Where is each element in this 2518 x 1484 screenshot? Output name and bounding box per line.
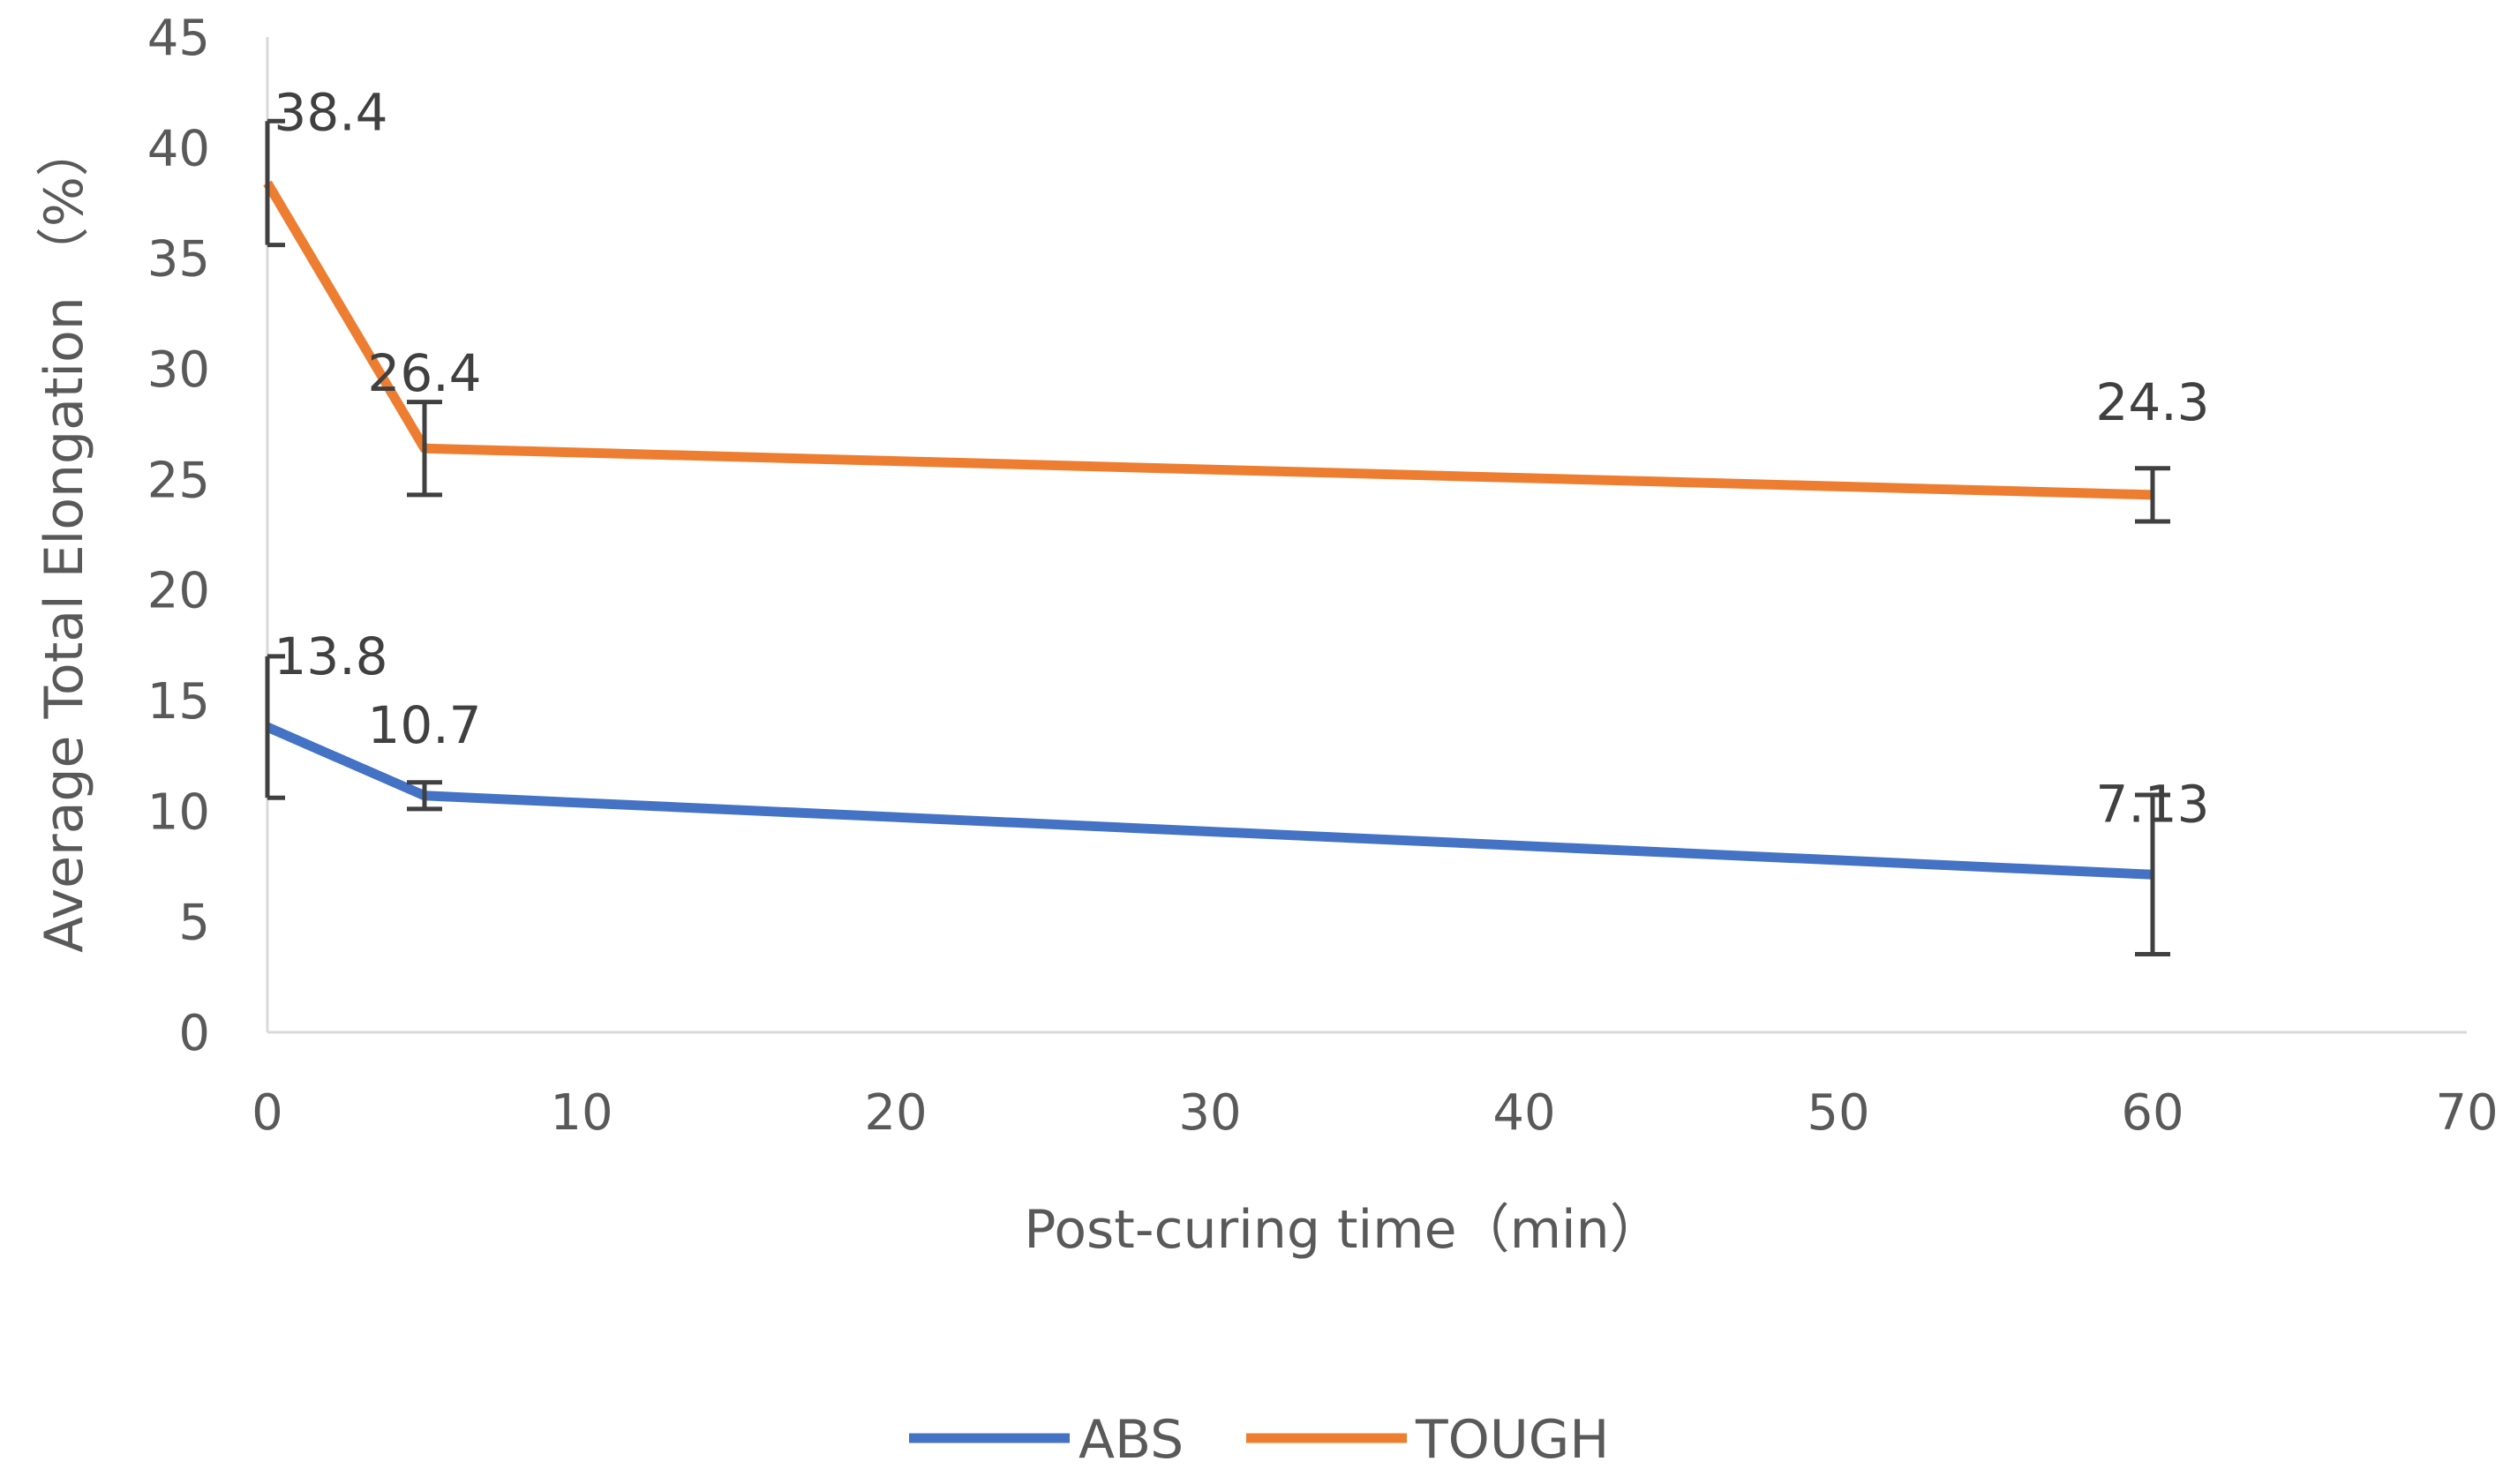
x-tick-label: 20 [864,1084,927,1142]
y-axis-title: Average Total Elongation （%） [34,124,95,953]
error-bar-tough [407,400,442,498]
error-bars [265,118,2170,957]
y-tick-label: 20 [147,563,210,620]
y-tick-label: 0 [178,1005,210,1062]
data-labels: 13.8 10.7 7.13 38.4 26.4 24.3 [274,82,2209,834]
x-tick-label: 0 [252,1084,283,1142]
data-label-tough: 26.4 [367,343,481,403]
series-line-tough [263,180,2153,500]
data-label-abs: 13.8 [274,626,387,686]
x-tick-label: 40 [1492,1084,1555,1142]
error-bar-tough [265,118,285,248]
legend-label-abs: ABS [1079,1409,1184,1471]
y-axis-ticks: 0 5 10 15 20 25 30 35 40 45 [147,10,210,1062]
series-layer [263,180,2153,880]
error-bar-tough [2135,466,2170,524]
y-tick-label: 40 [147,120,210,177]
x-tick-label: 30 [1178,1084,1241,1142]
data-label-abs: 7.13 [2095,774,2209,834]
series-line-abs [265,723,2153,880]
x-axis-title: Post-curing time（min） [1024,1199,1662,1261]
error-bar-abs [265,654,285,800]
y-tick-label: 35 [147,231,210,289]
data-label-abs: 10.7 [367,695,481,755]
data-label-tough: 38.4 [274,82,387,142]
x-tick-label: 70 [2435,1084,2498,1142]
y-tick-label: 5 [178,895,210,952]
y-tick-label: 30 [147,341,210,399]
data-label-tough: 24.3 [2095,372,2209,432]
x-tick-label: 50 [1807,1084,1869,1142]
error-bar-abs [407,780,442,812]
y-tick-label: 45 [147,10,210,67]
x-tick-label: 60 [2121,1084,2184,1142]
x-tick-label: 10 [550,1084,613,1142]
legend-label-tough: TOUGH [1415,1409,1609,1471]
x-axis-ticks: 0 10 20 30 40 50 60 70 [252,1084,2498,1142]
y-tick-label: 10 [147,783,210,841]
error-bar-abs [2135,792,2170,957]
y-tick-label: 15 [147,673,210,731]
legend: ABS TOUGH [909,1409,1609,1471]
y-tick-label: 25 [147,452,210,509]
